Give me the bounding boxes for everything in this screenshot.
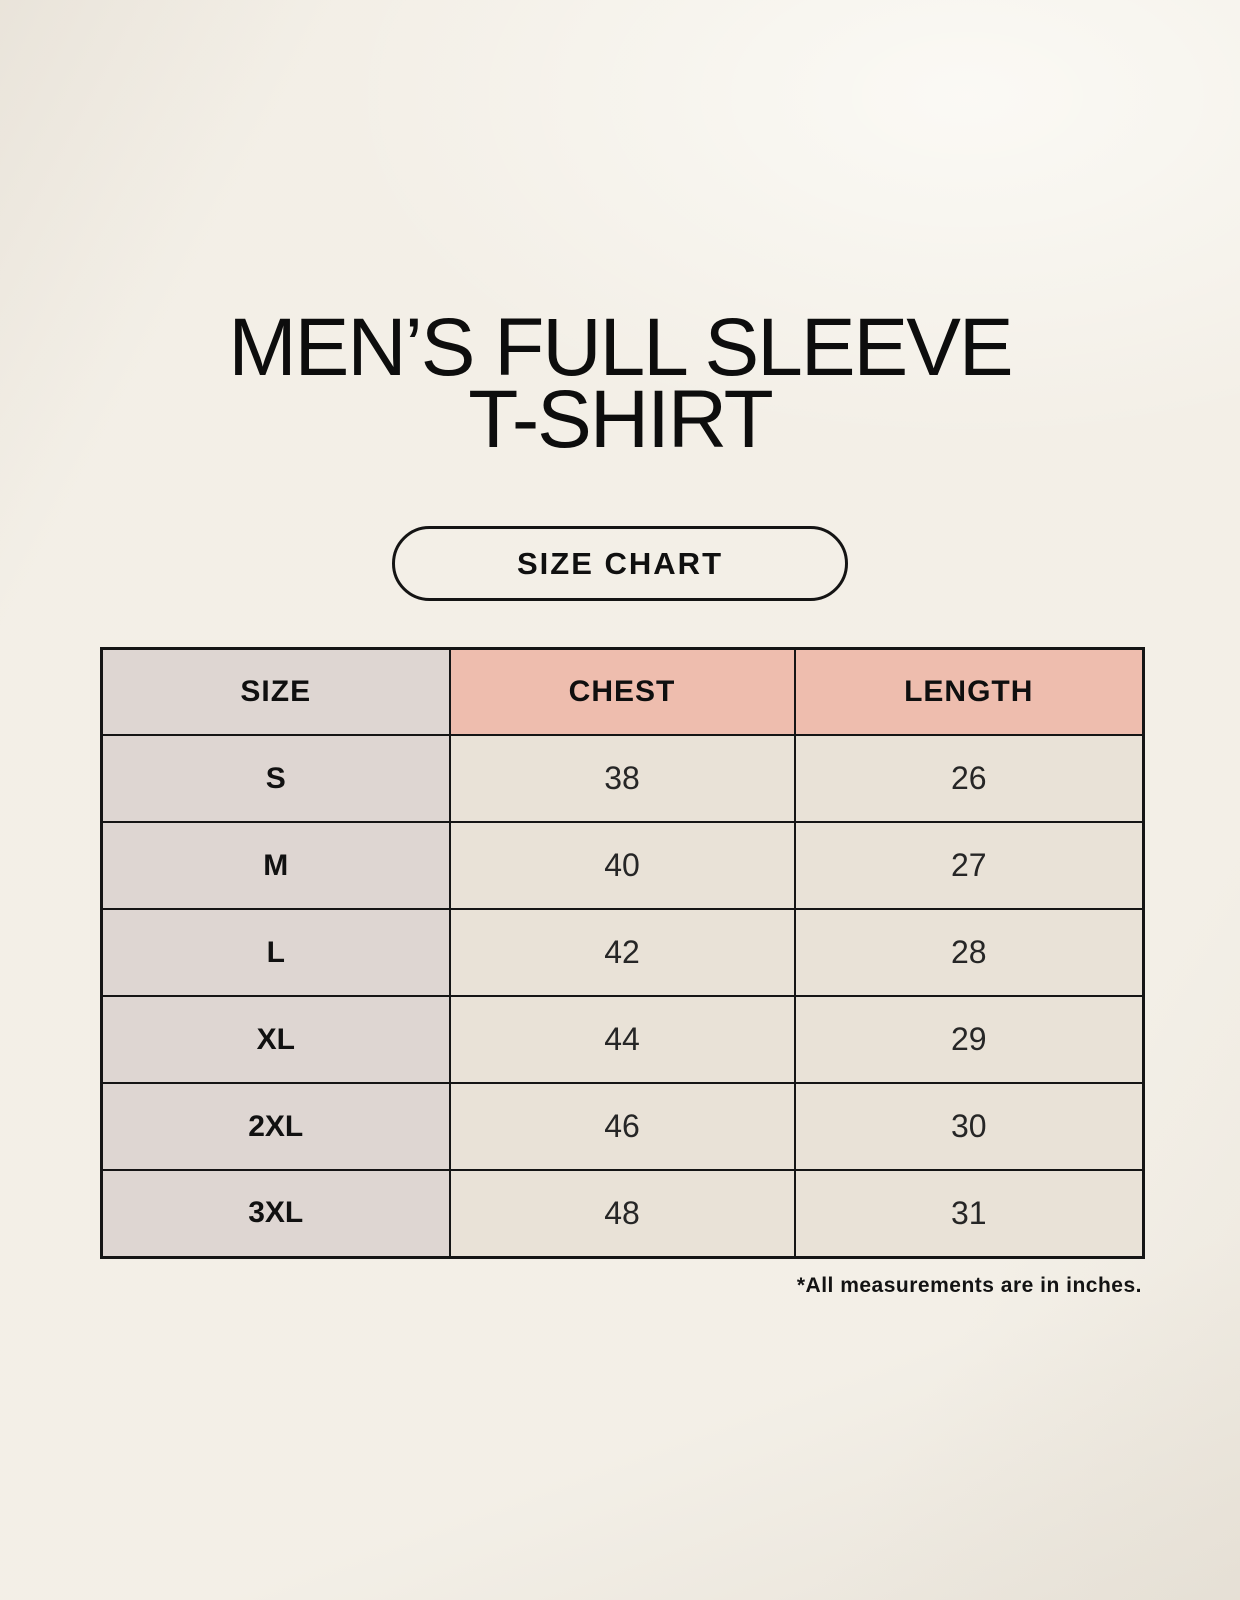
size-label: M bbox=[100, 821, 451, 910]
size-chart-table: SIZE CHEST LENGTH S 38 26 M 40 27 L bbox=[100, 647, 1145, 1259]
table-row-3xl: 3XL 48 31 bbox=[100, 1169, 1145, 1258]
size-label: 2XL bbox=[100, 1082, 451, 1171]
size-label: L bbox=[100, 908, 451, 997]
column-header-chest: CHEST bbox=[448, 647, 796, 736]
page-title: MEN’S FULL SLEEVE T-SHIRT bbox=[0, 0, 1240, 461]
length-value: 26 bbox=[793, 734, 1145, 823]
chest-value: 46 bbox=[448, 1082, 796, 1171]
chest-value: 48 bbox=[448, 1169, 796, 1258]
column-header-length: LENGTH bbox=[793, 647, 1145, 736]
table-row-s: S 38 26 bbox=[100, 734, 1145, 823]
size-label: XL bbox=[100, 995, 451, 1084]
size-label: 3XL bbox=[100, 1169, 451, 1258]
length-value: 29 bbox=[793, 995, 1145, 1084]
header-row: SIZE CHEST LENGTH bbox=[100, 647, 1145, 736]
column-header-size: SIZE bbox=[100, 647, 451, 736]
size-label: S bbox=[100, 734, 451, 823]
length-value: 27 bbox=[793, 821, 1145, 910]
page-title-line-1: MEN’S FULL SLEEVE bbox=[228, 302, 1013, 393]
table-row-l: L 42 28 bbox=[100, 908, 1145, 997]
page-title-line-2: T-SHIRT bbox=[468, 374, 773, 465]
chest-value: 38 bbox=[448, 734, 796, 823]
length-value: 28 bbox=[793, 908, 1145, 997]
chest-value: 40 bbox=[448, 821, 796, 910]
size-chart-badge: SIZE CHART bbox=[392, 526, 848, 601]
table-row-xl: XL 44 29 bbox=[100, 995, 1145, 1084]
length-value: 30 bbox=[793, 1082, 1145, 1171]
chest-value: 44 bbox=[448, 995, 796, 1084]
table-row-2xl: 2XL 46 30 bbox=[100, 1082, 1145, 1171]
table-row-m: M 40 27 bbox=[100, 821, 1145, 910]
size-chart-table-container: SIZE CHEST LENGTH S 38 26 M 40 27 L bbox=[100, 647, 1145, 1259]
size-chart-badge-label: SIZE CHART bbox=[517, 545, 723, 581]
measurement-note: *All measurements are in inches. bbox=[796, 1273, 1142, 1297]
length-value: 31 bbox=[793, 1169, 1145, 1258]
chest-value: 42 bbox=[448, 908, 796, 997]
